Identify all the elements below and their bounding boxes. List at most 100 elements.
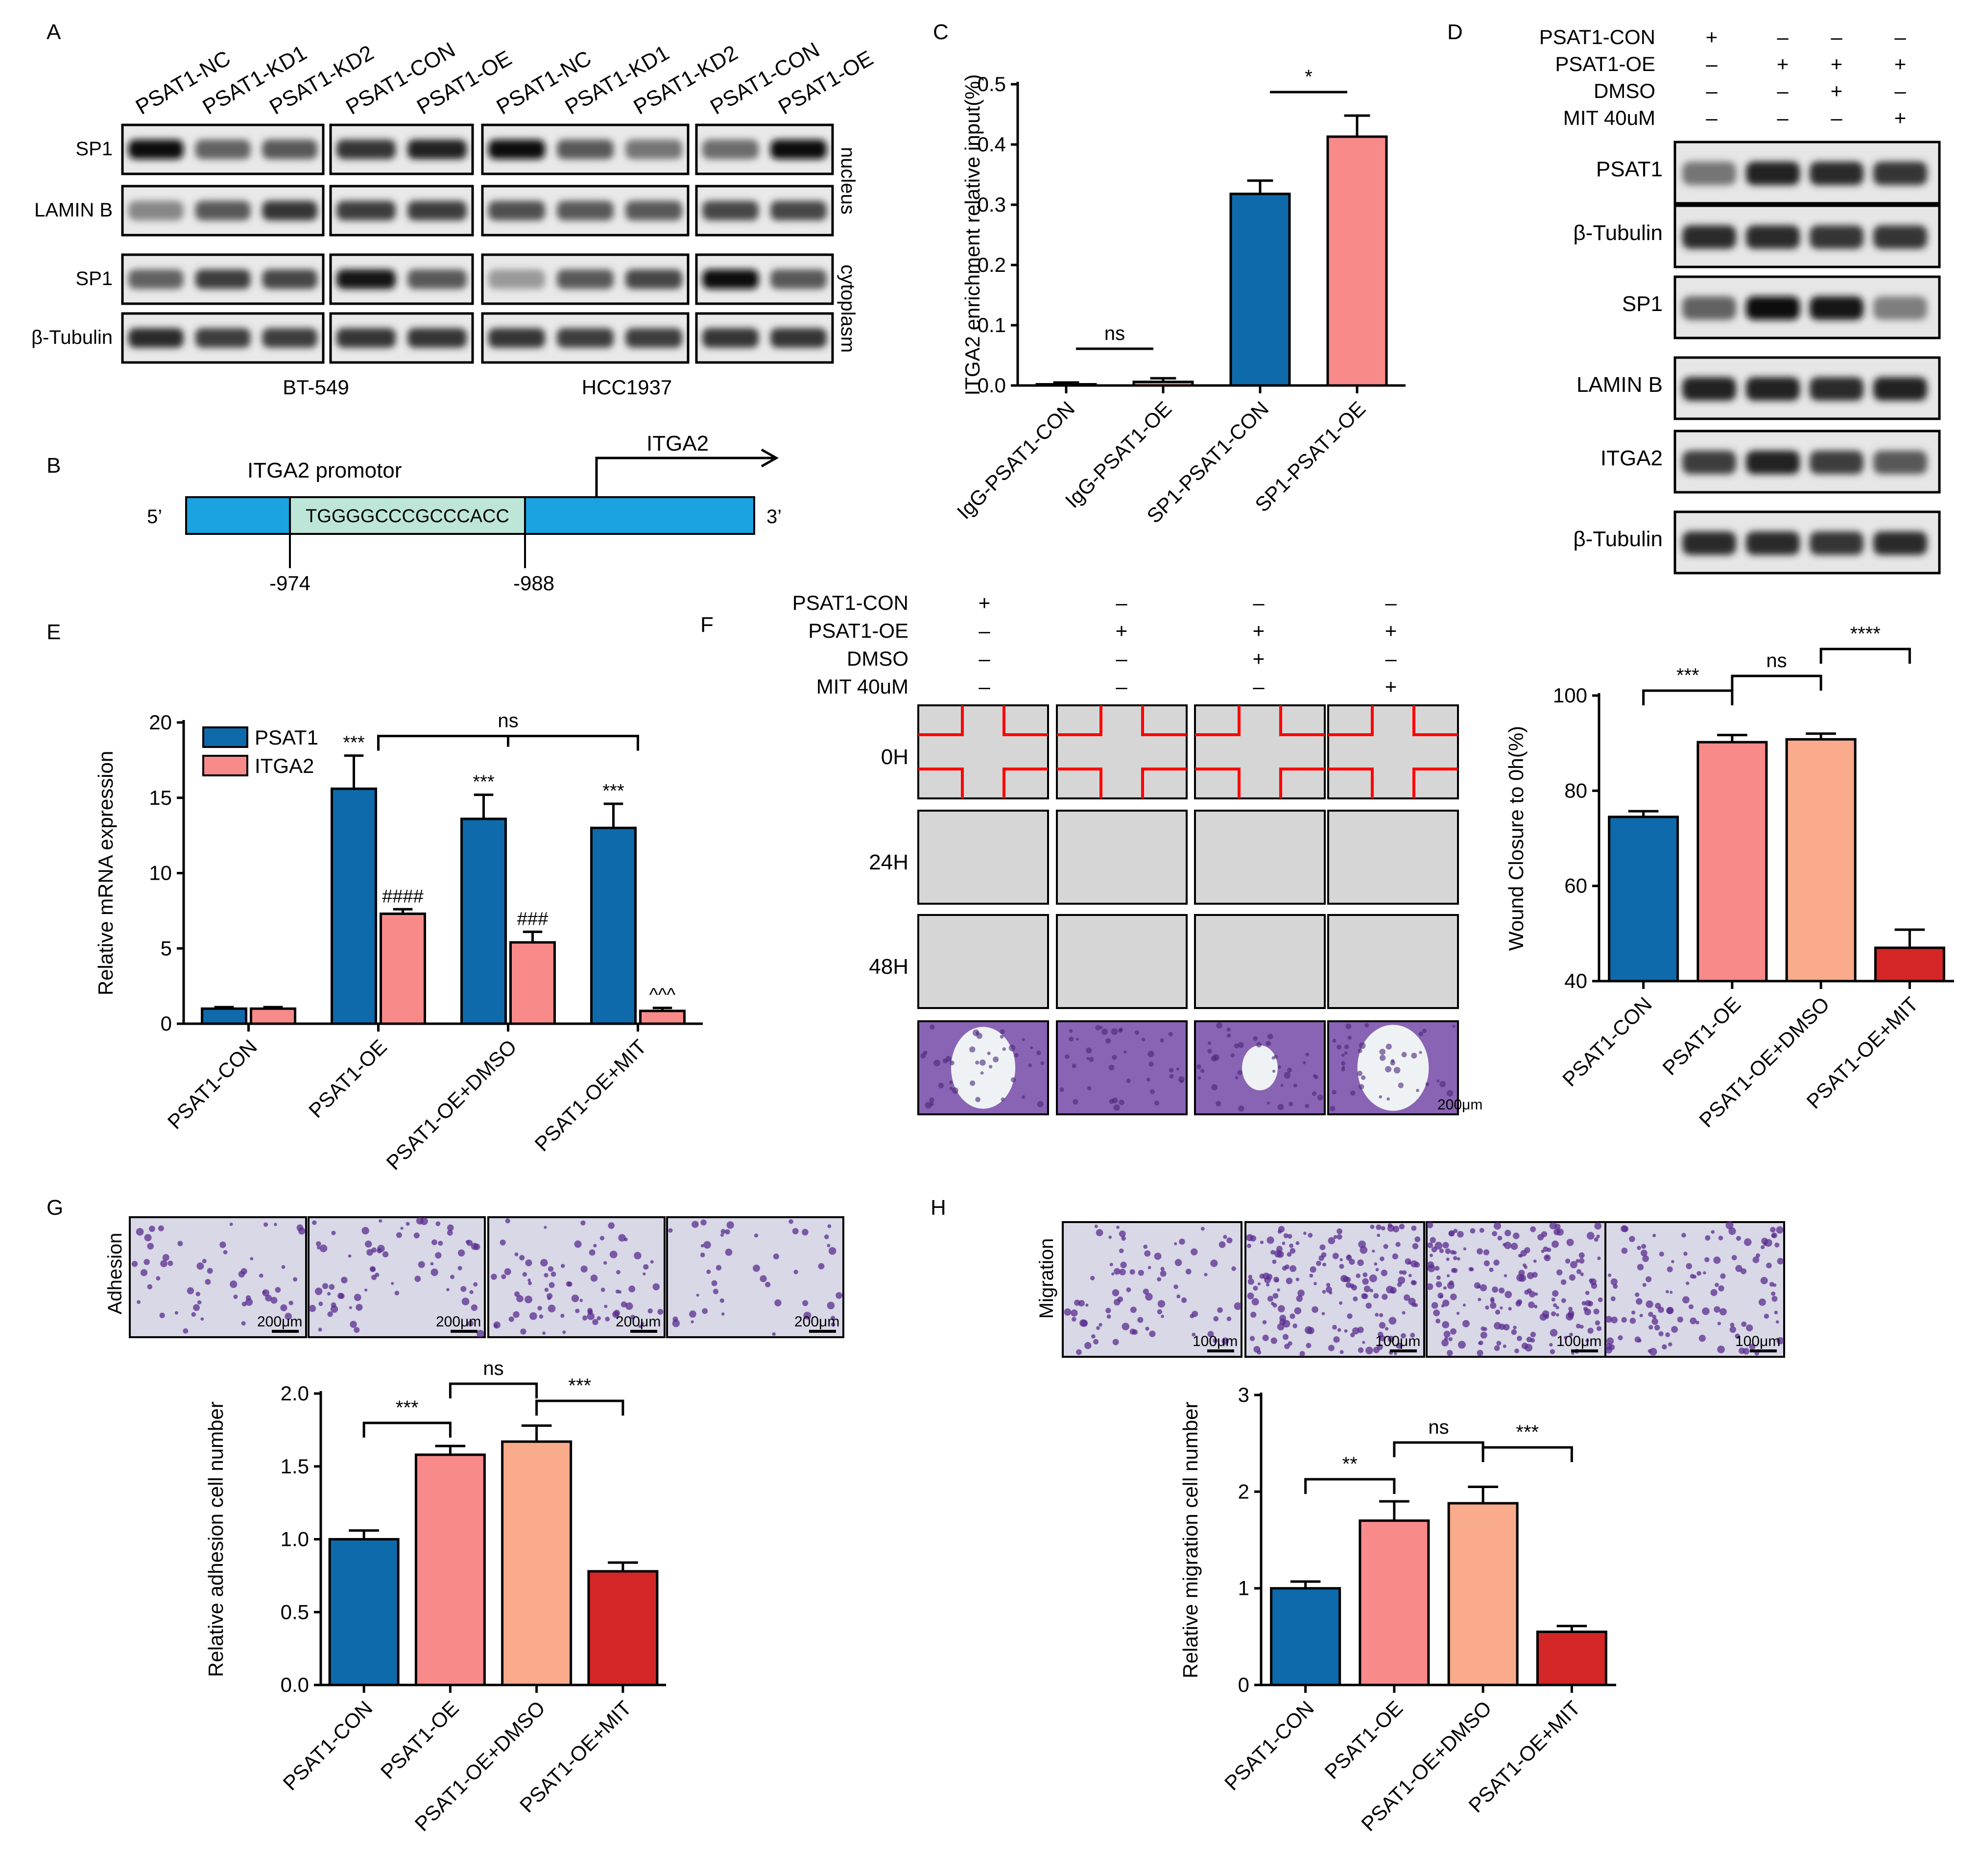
stained-cell [1295,1277,1300,1281]
blot-band [1873,162,1927,185]
stained-cell [1094,1225,1098,1228]
stained-cell [1551,1311,1556,1317]
cell-dot [1416,1088,1419,1092]
stained-cell [593,1244,597,1248]
stained-cell [1648,1349,1652,1353]
stained-cell [1595,1320,1600,1325]
stained-cell [1223,1235,1227,1239]
cell-dot [1000,1029,1005,1034]
blot-band [770,201,827,220]
stained-cell [195,1292,200,1297]
stained-cell [1696,1271,1701,1276]
stained-cell [1770,1227,1776,1233]
cell-dot [930,1024,935,1030]
stained-cell [1449,1280,1454,1285]
position-right: -988 [513,572,554,595]
stained-cell [1545,1255,1549,1259]
stained-cell [1760,1276,1768,1284]
stained-cell [1584,1308,1591,1316]
row-label: SP1 [1622,292,1663,316]
cell-dot [1213,1054,1219,1061]
stained-cell [1481,1326,1485,1331]
blot-band [625,140,682,159]
stained-cell [1534,1304,1538,1309]
cell-dot [1211,1084,1218,1091]
condition-sign: – [1116,647,1127,670]
scale-bar-label: 100μm [1735,1333,1780,1349]
stained-cell [1629,1236,1635,1242]
blot-band [407,140,467,159]
cell-dot [1344,1051,1348,1055]
stained-cell [1649,1347,1657,1356]
condition-sign: – [1253,591,1265,614]
y-tick-label: 40 [1564,969,1587,992]
stained-cell [413,1232,420,1239]
stained-cell [1621,1317,1627,1323]
blot-band [1810,531,1863,555]
wound-image [1194,704,1326,799]
bar [509,941,556,1025]
stained-cell [1518,1253,1522,1258]
stained-cell [1276,1246,1283,1252]
scale-bar-label: 100μm [1375,1333,1420,1349]
significance-label: *** [396,1397,419,1419]
stained-cell [1363,1285,1371,1293]
motif-box [289,496,526,535]
cell-dot [1169,1068,1174,1073]
stained-cell [1450,1250,1455,1255]
cell-dot [920,1053,926,1058]
cell-dot [979,1059,986,1066]
stained-cell [1096,1229,1103,1236]
wound-gap [951,1027,1016,1109]
cell-dot [1256,1042,1262,1048]
stained-cell [1402,1311,1406,1315]
stained-cell [1111,1272,1115,1275]
stained-cell [1526,1337,1532,1343]
significance-bracket [1304,1478,1396,1494]
stained-cell [1683,1251,1688,1256]
stained-cell [1382,1294,1388,1300]
stained-cell [1606,1337,1614,1345]
bar [1608,816,1679,983]
stained-cell [1513,1325,1517,1329]
stained-cell [1266,1283,1270,1287]
stained-cell [1339,1264,1344,1269]
stained-cell [1511,1329,1517,1335]
stained-cell [1774,1242,1780,1248]
stained-cell [1621,1225,1628,1232]
x-tick-label: PSAT1-OE+MIT [530,1035,650,1155]
blot-band [407,328,467,348]
stained-cell [1463,1247,1466,1251]
stained-cell [241,1321,246,1326]
condition-sign: – [1777,79,1789,102]
stained-cell [1565,1258,1571,1264]
stained-cell [1594,1237,1599,1242]
condition-label: DMSO [1594,79,1655,102]
stained-cell [316,1246,320,1250]
stained-cell [1725,1221,1734,1229]
stained-cell [544,1273,549,1278]
panel-letter-a: A [47,20,61,44]
cell-dot [1123,1050,1127,1054]
stained-cell [544,1226,547,1229]
condition-sign: + [1894,106,1907,129]
cell-dot [1419,1051,1422,1054]
stained-cell [1618,1335,1623,1341]
wound-edge [1328,768,1374,798]
stained-cell [1457,1230,1464,1238]
stained-cell [1325,1286,1333,1293]
stained-cell [1504,1229,1511,1237]
stained-cell [1752,1256,1760,1263]
cell-dot [1089,1057,1094,1062]
stained-cell [1447,1349,1453,1356]
stained-cell [1646,1276,1652,1282]
panel-h-migration-images: Migration 100μm 100μm 100μm 100μm [1036,1221,1785,1358]
cell-dot [1196,1064,1201,1069]
blot-band [195,201,251,220]
cell-dot [1385,1043,1392,1050]
wound-image [1056,914,1188,1009]
stained-cell [1585,1339,1589,1342]
stained-cell [1518,1270,1525,1276]
stained-cell [322,1283,329,1289]
panel-d-western-blots: PSAT1-CON + – – – PSAT1-OE – + + + DMSO – – + – MIT 40u… [1539,25,1941,575]
